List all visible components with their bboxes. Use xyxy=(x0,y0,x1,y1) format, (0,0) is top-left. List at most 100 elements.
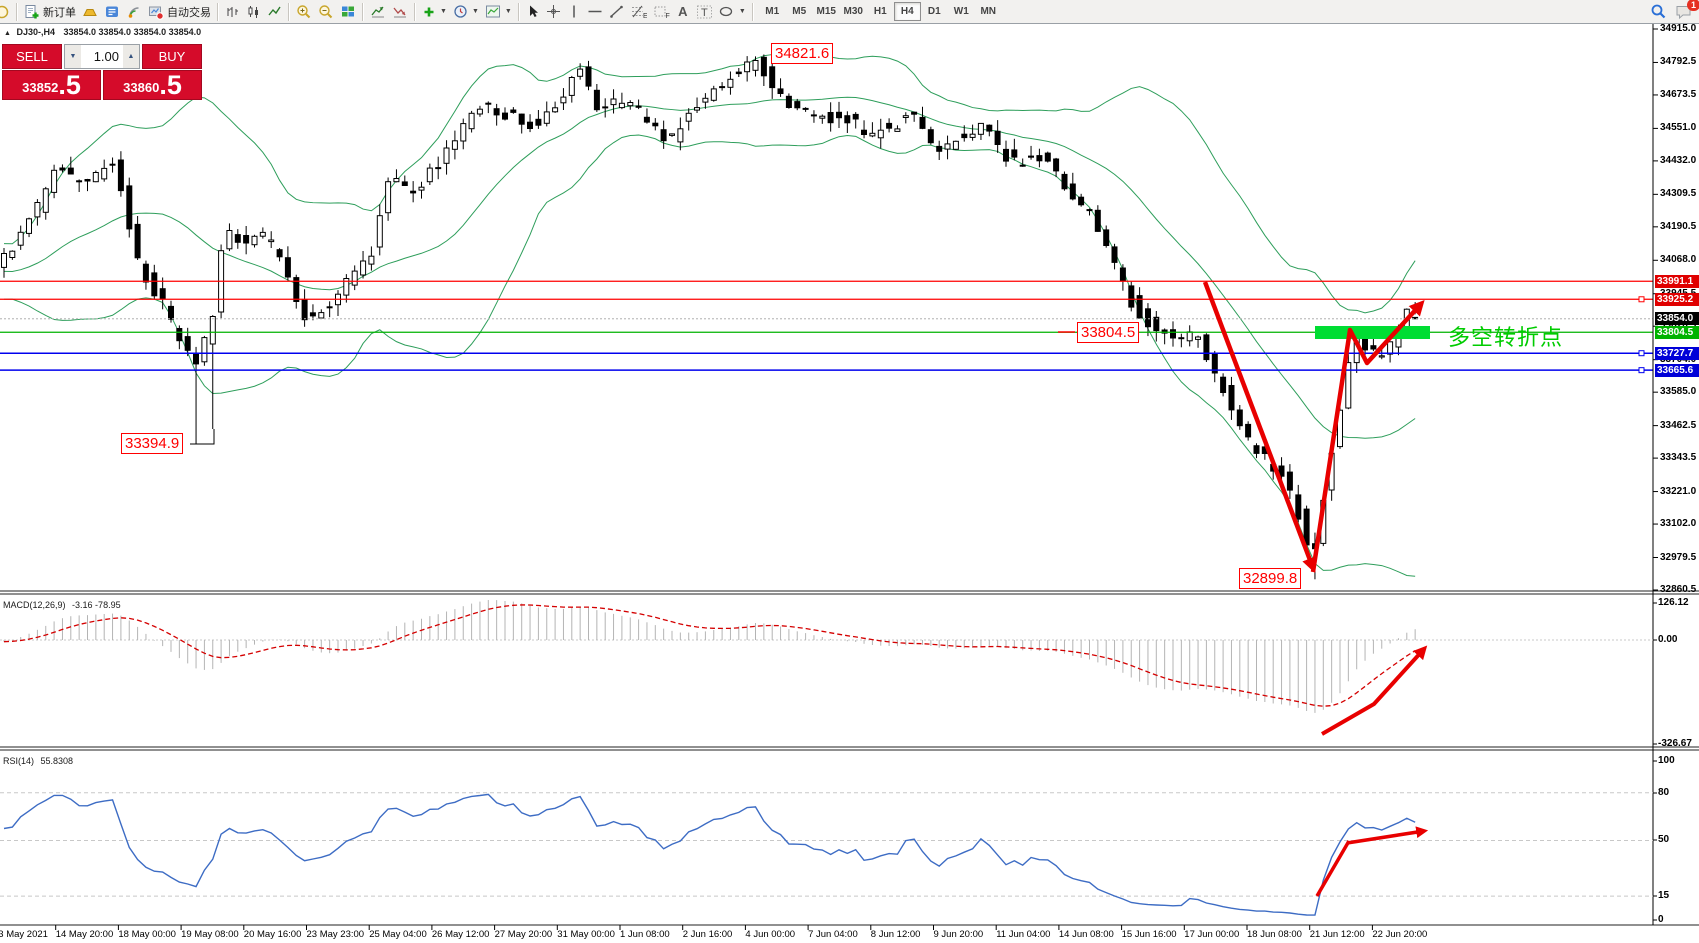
price-tick-label: 32860.5 xyxy=(1660,584,1697,595)
symbol-period-label: DJ30-,H4 xyxy=(16,27,55,37)
macd-label: MACD(12,26,9) -3.16 -78.95 xyxy=(3,600,121,610)
svg-text:F: F xyxy=(665,13,669,19)
sell-button[interactable]: SELL xyxy=(2,44,62,69)
rsi-axis-label: 100 xyxy=(1658,755,1675,766)
zoom-in-icon xyxy=(297,4,311,18)
sell-price[interactable]: 33852 .5 xyxy=(2,70,101,100)
add-indicator-button[interactable]: ▼ xyxy=(419,2,450,22)
annotation-connector xyxy=(190,429,215,445)
rsi-value: 55.8308 xyxy=(40,756,74,766)
pivot-price-label[interactable]: 33804.5 xyxy=(1077,322,1140,343)
timeframe-MN[interactable]: MN xyxy=(980,6,997,17)
macd-signal-line xyxy=(3,604,1416,707)
symbol-marker-icon: ▲ xyxy=(4,30,11,37)
trend-arrow-1[interactable] xyxy=(1310,300,1425,573)
buy-button[interactable]: BUY xyxy=(142,44,202,69)
timeframe-W1[interactable]: W1 xyxy=(953,6,969,17)
fibonacci-tool-button[interactable]: E xyxy=(627,2,650,22)
buy-price-frac: .5 xyxy=(159,70,182,100)
auto-trading-label: 自动交易 xyxy=(167,6,211,19)
candlestick-mode-button[interactable] xyxy=(243,2,264,22)
peak-price-label[interactable]: 34821.6 xyxy=(771,43,834,64)
zoom-out-button[interactable] xyxy=(315,2,337,22)
template-button[interactable]: ▼ xyxy=(482,2,515,22)
line-chart-icon xyxy=(268,6,281,16)
trend-arrow-3[interactable] xyxy=(1315,840,1351,897)
price-tick-label: 34792.5 xyxy=(1660,56,1697,68)
volume-increase-button[interactable]: ▲ xyxy=(123,45,139,68)
auto-trading-icon xyxy=(149,6,164,20)
channel-tool-button[interactable]: F xyxy=(650,2,673,22)
search-icon[interactable] xyxy=(1650,3,1667,20)
time-label: 11 Jun 04:00 xyxy=(996,929,1051,940)
time-label: 23 May 23:00 xyxy=(306,929,365,940)
macd-histogram xyxy=(3,600,1416,713)
hline-handle xyxy=(1638,296,1645,303)
buy-price-main: 33860 xyxy=(123,80,160,95)
timeframe-M5[interactable]: M5 xyxy=(792,6,807,17)
pivot-zone-bar[interactable] xyxy=(1315,326,1430,339)
label-tool-button[interactable]: T xyxy=(693,2,716,22)
trend-arrow-0[interactable] xyxy=(1202,281,1317,574)
time-label: 27 May 20:00 xyxy=(494,929,553,940)
price-tick-label: 34915.0 xyxy=(1660,23,1697,34)
hline-handle xyxy=(1638,350,1645,357)
cursor-tool-button[interactable] xyxy=(523,2,543,22)
price-tick-label: 34673.5 xyxy=(1660,88,1697,100)
period-button[interactable]: ▼ xyxy=(450,2,482,22)
shapes-tool-button[interactable]: ▼ xyxy=(716,2,749,22)
time-label: 1 Jun 08:00 xyxy=(620,929,670,940)
line-chart-mode-button[interactable] xyxy=(264,2,285,22)
volume-spinner: ▼ 1.00 ▲ xyxy=(64,44,140,69)
bar-chart-icon xyxy=(227,7,238,17)
gold-symbol-button[interactable] xyxy=(79,2,101,22)
trendline-tool-button[interactable] xyxy=(606,2,627,22)
time-label: 7 Jun 04:00 xyxy=(808,929,858,940)
buy-price[interactable]: 33860 .5 xyxy=(103,70,202,100)
bottom-price-label[interactable]: 32899.8 xyxy=(1239,568,1302,589)
depth-of-market-button[interactable] xyxy=(101,2,123,22)
macd-name: MACD(12,26,9) xyxy=(3,600,66,610)
price-tag-33727.7: 33727.7 xyxy=(1655,346,1699,360)
volume-input[interactable]: 1.00 xyxy=(81,45,123,68)
text-tool-button[interactable]: A xyxy=(673,2,693,22)
time-label: 22 Jun 20:00 xyxy=(1372,929,1428,940)
timeframe-M15[interactable]: M15 xyxy=(816,6,836,17)
auto-trading-button[interactable]: 自动交易 xyxy=(145,2,214,22)
time-label: 21 Jun 12:00 xyxy=(1309,929,1365,940)
bar-chart-mode-button[interactable] xyxy=(222,2,243,22)
trend-arrow-4[interactable] xyxy=(1346,826,1429,845)
chart-window-icon[interactable] xyxy=(0,2,13,22)
timeframe-D1[interactable]: D1 xyxy=(927,6,941,17)
pivot-note-text[interactable]: 多空转折点 xyxy=(1448,325,1564,350)
signals-button[interactable] xyxy=(123,2,145,22)
time-label: 15 Jun 16:00 xyxy=(1121,929,1177,940)
notifications-button[interactable]: 1 xyxy=(1675,0,1699,20)
vertical-line-tool-button[interactable] xyxy=(564,2,584,22)
horizontal-line-tool-button[interactable] xyxy=(584,2,606,22)
price-tick-label: 33585.0 xyxy=(1660,386,1697,398)
timeframe-H1[interactable]: H1 xyxy=(873,6,887,17)
separator xyxy=(362,2,364,21)
timeframe-H4[interactable]: H4 xyxy=(893,2,921,21)
price-tick-label: 32979.5 xyxy=(1660,551,1697,563)
time-label: 31 May 00:00 xyxy=(557,929,615,940)
fibonacci-icon: E xyxy=(631,5,647,19)
tile-windows-button[interactable] xyxy=(337,2,359,22)
timeframe-M1[interactable]: M1 xyxy=(765,6,780,17)
timeframe-M30[interactable]: M30 xyxy=(843,6,863,17)
trend-arrow-2[interactable] xyxy=(1321,645,1428,736)
volume-decrease-button[interactable]: ▼ xyxy=(65,45,81,68)
indicator-list-button[interactable] xyxy=(389,2,411,22)
crosshair-tool-button[interactable] xyxy=(543,2,564,22)
bollinger-middle-band xyxy=(3,96,1416,439)
chart-title: ▲ DJ30-,H4 33854.0 33854.0 33854.0 33854… xyxy=(4,27,201,37)
new-order-button[interactable]: 新订单 xyxy=(21,2,79,22)
left-low-price-label[interactable]: 33394.9 xyxy=(121,433,184,454)
zoom-in-button[interactable] xyxy=(293,2,315,22)
chevron-down-icon: ▼ xyxy=(504,8,512,15)
new-order-icon xyxy=(25,4,39,18)
indicator-window-button[interactable] xyxy=(367,2,389,22)
time-label: 26 May 12:00 xyxy=(431,929,490,940)
